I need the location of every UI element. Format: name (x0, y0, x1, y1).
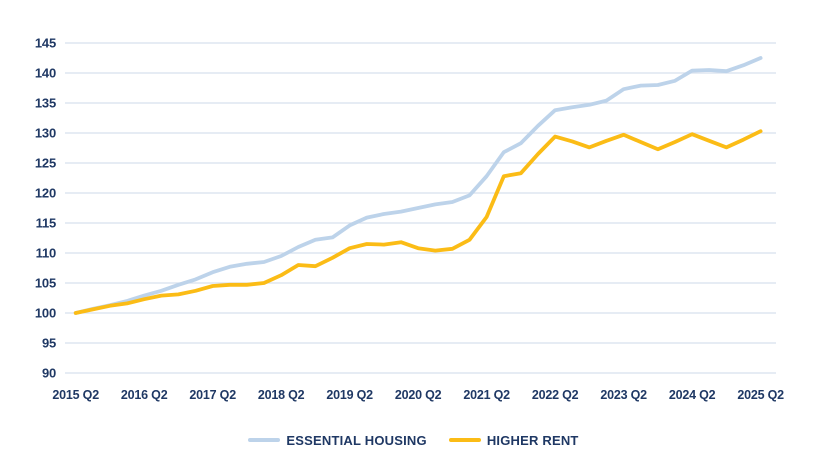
y-axis-tick-label: 145 (35, 36, 56, 51)
x-axis-tick-label: 2024 Q2 (669, 388, 716, 402)
series-line-higher-rent (73, 129, 763, 315)
x-axis-tick-label: 2020 Q2 (395, 388, 442, 402)
x-axis-tick-label: 2021 Q2 (463, 388, 510, 402)
legend-label-essential-housing: ESSENTIAL HOUSING (286, 432, 427, 448)
y-axis-tick-label: 110 (36, 246, 56, 261)
x-axis-tick-label: 2018 Q2 (258, 388, 305, 402)
legend-item-essential-housing: ESSENTIAL HOUSING (248, 432, 427, 448)
y-axis-tick-label: 135 (35, 96, 56, 111)
x-axis-tick-label: 2015 Q2 (52, 388, 99, 402)
x-axis-tick-label: 2019 Q2 (326, 388, 373, 402)
y-axis-tick-label: 120 (35, 186, 56, 201)
y-axis-tick-label: 90 (42, 366, 56, 381)
y-axis-tick-label: 105 (35, 276, 56, 291)
y-axis-tick-label: 125 (35, 156, 56, 171)
legend-swatch-essential-housing (248, 438, 281, 442)
legend-item-higher-rent: HIGHER RENT (448, 432, 579, 448)
x-axis-tick-label: 2025 Q2 (737, 388, 784, 402)
chart-canvas: 145 140 135 130 125 120 115 110 105 100 95 90 2015 Q… (35, 36, 784, 403)
x-axis-tick-label: 2016 Q2 (121, 388, 168, 402)
legend-label-higher-rent: HIGHER RENT (486, 432, 579, 448)
y-axis-tick-label: 140 (35, 66, 56, 81)
chart-legend: ESSENTIAL HOUSING HIGHER RENT (0, 420, 827, 460)
x-axis-tick-label: 2017 Q2 (189, 388, 236, 402)
legend-swatch-higher-rent (448, 438, 481, 442)
y-axis-tick-label: 95 (42, 336, 56, 351)
x-axis-tick-label: 2023 Q2 (600, 388, 647, 402)
y-axis-tick-label: 100 (35, 306, 56, 321)
y-axis-tick-label: 115 (36, 216, 56, 231)
y-axis-tick-label: 130 (35, 126, 56, 141)
series-line-essential-housing (73, 56, 763, 315)
x-axis-tick-label: 2022 Q2 (532, 388, 579, 402)
